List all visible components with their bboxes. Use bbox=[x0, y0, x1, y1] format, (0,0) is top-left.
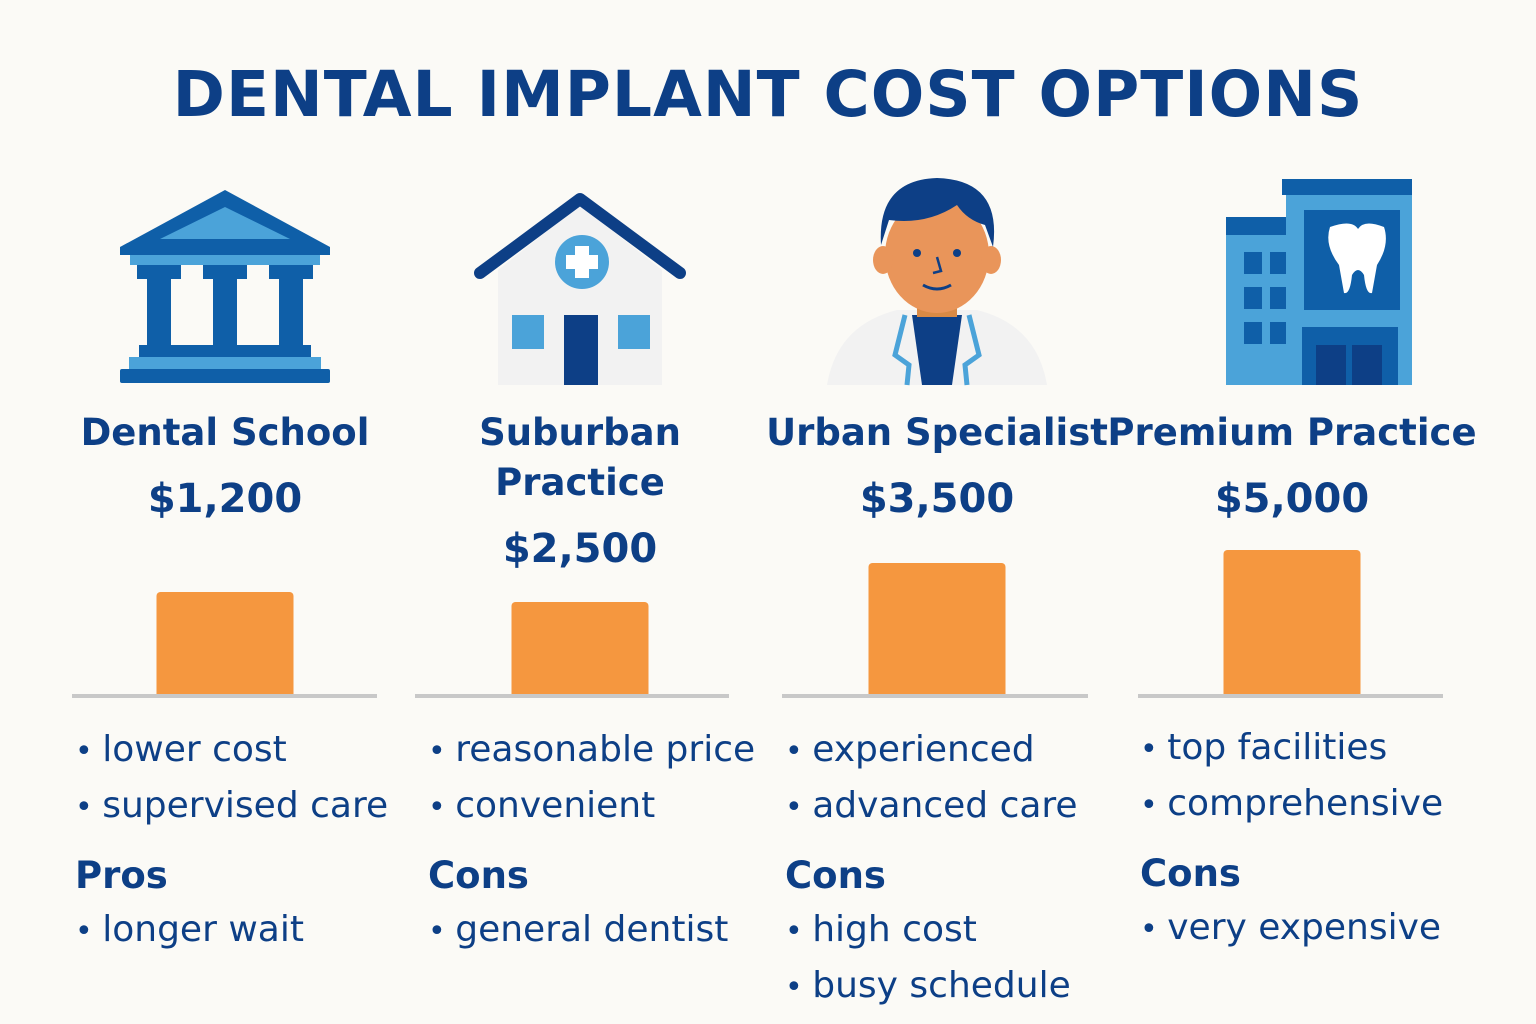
bullet-item: advanced care bbox=[785, 779, 1077, 835]
bullet-item: longer wait bbox=[75, 903, 388, 959]
option-details: reasonable price convenient Cons general… bbox=[428, 723, 755, 959]
option-suburban-practice: Suburban Practice $2,500 reasonable pric… bbox=[400, 0, 760, 1024]
cost-bar bbox=[868, 563, 1006, 695]
bullet-item: top facilities bbox=[1140, 721, 1443, 777]
option-details: top facilities comprehensive Cons very e… bbox=[1140, 721, 1443, 957]
bullet-item: supervised care bbox=[75, 779, 388, 835]
option-price: $1,200 bbox=[147, 476, 303, 522]
bullet-item: comprehensive bbox=[1140, 777, 1443, 833]
section-header: Pros bbox=[75, 854, 168, 897]
option-details: lower cost supervised care Pros longer w… bbox=[75, 723, 388, 959]
bullet-item: general dentist bbox=[428, 903, 755, 959]
option-dental-school: Dental School $1,200 lower cost supervis… bbox=[45, 0, 405, 1024]
page-title: DENTAL IMPLANT COST OPTIONS bbox=[172, 58, 1364, 131]
bullet-item: convenient bbox=[428, 779, 755, 835]
baseline bbox=[72, 694, 377, 698]
section-header: Cons bbox=[428, 854, 529, 897]
option-urban-specialist: Urban Specialist $3,500 experienced adva… bbox=[757, 0, 1117, 1024]
doctor-icon bbox=[827, 178, 1047, 386]
bullet-item: very expensive bbox=[1140, 901, 1443, 957]
cost-bar bbox=[1223, 550, 1361, 695]
dental-building-icon bbox=[1226, 179, 1412, 385]
option-price: $5,000 bbox=[1214, 476, 1370, 522]
option-premium-practice: Premium Practice $5,000 top facilities c… bbox=[1107, 0, 1477, 1024]
option-name: Premium Practice bbox=[1107, 411, 1477, 454]
cost-bar bbox=[511, 602, 649, 695]
baseline bbox=[782, 694, 1088, 698]
option-name-line: Suburban bbox=[479, 411, 681, 454]
bullet-item: busy schedule bbox=[785, 959, 1078, 1015]
option-name: Dental School bbox=[80, 411, 370, 454]
baseline bbox=[1138, 694, 1443, 698]
cost-bar bbox=[156, 592, 294, 695]
section-header: Cons bbox=[785, 854, 886, 897]
bullet-item: reasonable price bbox=[428, 723, 755, 779]
bullet-item: high cost bbox=[785, 903, 1078, 959]
clinic-house-icon bbox=[474, 193, 686, 385]
option-name-line: Practice bbox=[495, 461, 665, 504]
option-price: $3,500 bbox=[859, 476, 1015, 522]
option-details: experienced advanced care Cons high cost… bbox=[785, 723, 1078, 1015]
option-price: $2,500 bbox=[502, 526, 658, 572]
option-name: Suburban Practice bbox=[380, 408, 780, 508]
option-name: Urban Specialist bbox=[766, 411, 1108, 454]
bullet-item: lower cost bbox=[75, 723, 388, 779]
section-header: Cons bbox=[1140, 852, 1241, 895]
bank-building-icon bbox=[120, 190, 330, 383]
baseline bbox=[415, 694, 729, 698]
bullet-item: experienced bbox=[785, 723, 1078, 779]
